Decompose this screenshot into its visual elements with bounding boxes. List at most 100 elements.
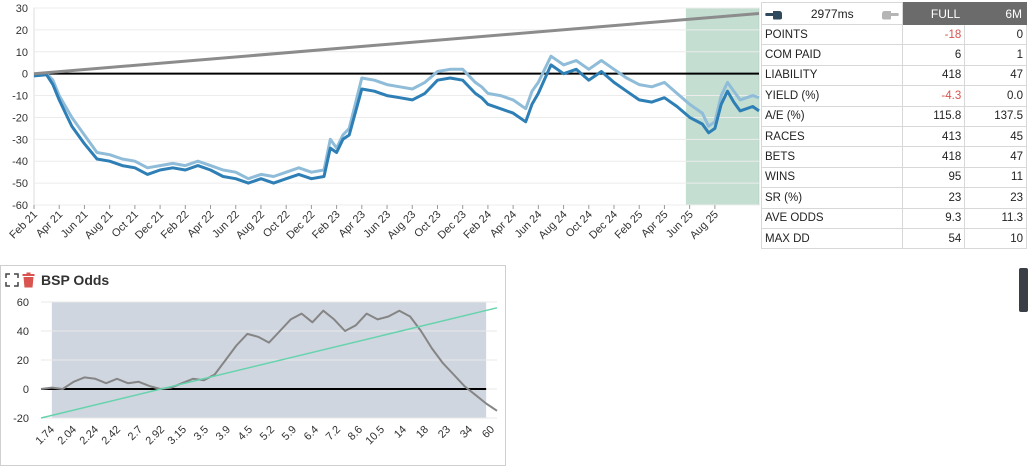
bsp-x-tick-label: 2.04 <box>55 424 79 448</box>
stats-row: MAX DD 54 10 <box>760 227 1027 250</box>
6m-value: 137.5 <box>964 105 1027 127</box>
row-label: BETS <box>760 146 904 168</box>
y-axis-ticks: 30 20 10 0 -10 -20 -30 -40 -50 -60 <box>12 3 28 212</box>
full-value: 54 <box>902 227 966 250</box>
full-column-header[interactable]: FULL <box>902 2 966 25</box>
row-label: SR (%) <box>760 187 904 209</box>
stats-row: LIABILITY 418 47 <box>760 64 1027 87</box>
x-tick-label: Aug 21 <box>83 209 116 242</box>
6m-value: 45 <box>964 125 1027 148</box>
y-tick-label: 20 <box>16 25 28 37</box>
x-tick-label: Apr 21 <box>34 209 65 240</box>
bsp-x-tick-label: 10.5 <box>363 424 387 448</box>
6m-column-header[interactable]: 6M <box>964 2 1027 25</box>
y-tick-label: -50 <box>12 178 28 190</box>
x-tick-label: Aug 24 <box>537 209 570 242</box>
row-label: COM PAID <box>760 44 904 66</box>
y-tick-label: -20 <box>12 112 28 124</box>
bsp-odds-panel: BSP Odds 60 40 20 0 -20 1.74 2.04 2.24 2.42 2.7 2… <box>0 265 506 466</box>
trash-icon[interactable] <box>22 272 35 288</box>
6m-value: 11 <box>964 166 1027 189</box>
row-label: A/E (%) <box>760 105 904 127</box>
x-tick-label: Aug 23 <box>385 209 418 242</box>
full-value: 418 <box>902 146 966 168</box>
timer-label: 2977ms <box>810 6 854 21</box>
x-tick-label: Apr 24 <box>488 209 519 240</box>
scrollbar-thumb[interactable] <box>1019 268 1028 312</box>
bsp-x-tick-label: 5.9 <box>280 424 299 443</box>
y-tick-label: -40 <box>12 156 28 168</box>
6m-value: 23 <box>964 187 1027 209</box>
bsp-panel-header: BSP Odds <box>5 271 109 289</box>
bsp-series <box>40 307 498 419</box>
stats-row: POINTS -18 0 <box>760 23 1027 46</box>
expand-icon[interactable] <box>5 273 19 287</box>
6m-value: 47 <box>964 64 1027 87</box>
series-line-trend <box>33 12 760 76</box>
stats-row: COM PAID 6 1 <box>760 44 1027 66</box>
full-value: 115.8 <box>902 105 966 127</box>
bsp-x-tick-label: 2.24 <box>77 424 101 448</box>
row-label: POINTS <box>760 23 904 46</box>
6m-value: 1 <box>964 44 1027 66</box>
stats-row: AVE ODDS 9.3 11.3 <box>760 207 1027 229</box>
full-value: 23 <box>902 187 966 209</box>
x-tick-label: Feb 23 <box>310 209 343 242</box>
bsp-x-tick-label: 3.9 <box>214 424 233 443</box>
bsp-x-tick-label: 7.2 <box>324 424 343 443</box>
bsp-x-tick-label: 8.6 <box>346 424 365 443</box>
row-label: RACES <box>760 125 904 148</box>
stats-row: YIELD (%) -4.3 0.0 <box>760 85 1027 107</box>
bsp-x-tick-label: 2.92 <box>143 424 167 448</box>
bsp-series-line-pl <box>40 309 498 412</box>
stats-row: WINS 95 11 <box>760 166 1027 189</box>
stats-table: 2977ms FULL 6M POINTS -18 0 COM PAID 6 1 LIA… <box>760 2 1027 250</box>
panel-title: BSP Odds <box>41 272 110 288</box>
bsp-gridlines <box>41 301 497 419</box>
full-value: 418 <box>902 64 966 87</box>
full-value: 9.3 <box>902 207 966 229</box>
6m-value: 10 <box>964 227 1027 250</box>
x-tick-label: Feb 24 <box>461 209 494 242</box>
series-line-pl <box>33 63 760 185</box>
y-tick-label: 10 <box>16 47 28 59</box>
y-tick-label: -30 <box>12 134 28 146</box>
x-tick-label: Dec 21 <box>133 209 166 242</box>
pointing-hand-right-icon[interactable] <box>881 8 900 20</box>
row-label: YIELD (%) <box>760 85 904 107</box>
y-tick-label: 0 <box>22 69 28 81</box>
full-value: -18 <box>902 23 966 46</box>
y-tick-label: 60 <box>17 297 29 309</box>
y-tick-label: 40 <box>17 326 29 338</box>
bsp-x-tick-label: 1.74 <box>33 424 57 448</box>
bsp-x-tick-label: 2.42 <box>99 424 123 448</box>
full-value: 6 <box>902 44 966 66</box>
x-tick-label: Feb 25 <box>613 209 646 242</box>
row-label: AVE ODDS <box>760 207 904 229</box>
x-tick-label: Apr 23 <box>337 209 368 240</box>
6m-value: 0 <box>964 23 1027 46</box>
y-tick-label: 20 <box>17 355 29 367</box>
stats-body: POINTS -18 0 COM PAID 6 1 LIABILITY 418 47 YIE… <box>760 23 1027 250</box>
stats-row: RACES 413 45 <box>760 125 1027 148</box>
bsp-x-tick-label: 6.4 <box>302 424 321 443</box>
x-tick-label: Feb 21 <box>7 209 40 242</box>
chart-plot-area <box>33 7 760 206</box>
row-label: WINS <box>760 166 904 189</box>
series-line-pl_light <box>33 54 760 181</box>
pointing-hand-left-icon[interactable] <box>765 8 783 20</box>
bsp-x-tick-label: 5.2 <box>258 424 277 443</box>
6m-value: 11.3 <box>964 207 1027 229</box>
stats-row: BETS 418 47 <box>760 146 1027 168</box>
y-tick-label: 0 <box>23 384 29 396</box>
row-label: LIABILITY <box>760 64 904 87</box>
bsp-x-tick-label: 3.5 <box>192 424 211 443</box>
full-value: 95 <box>902 166 966 189</box>
6m-value: 0.0 <box>964 85 1027 107</box>
full-value: 413 <box>902 125 966 148</box>
bsp-y-axis-ticks: 60 40 20 0 -20 <box>13 297 29 425</box>
row-label: MAX DD <box>760 227 904 250</box>
